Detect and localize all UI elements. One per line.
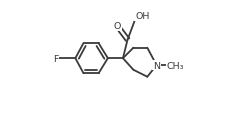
Text: O: O bbox=[113, 22, 121, 31]
Text: F: F bbox=[53, 54, 58, 63]
Text: N: N bbox=[153, 61, 160, 70]
Text: OH: OH bbox=[135, 12, 149, 21]
Text: CH₃: CH₃ bbox=[166, 61, 184, 70]
